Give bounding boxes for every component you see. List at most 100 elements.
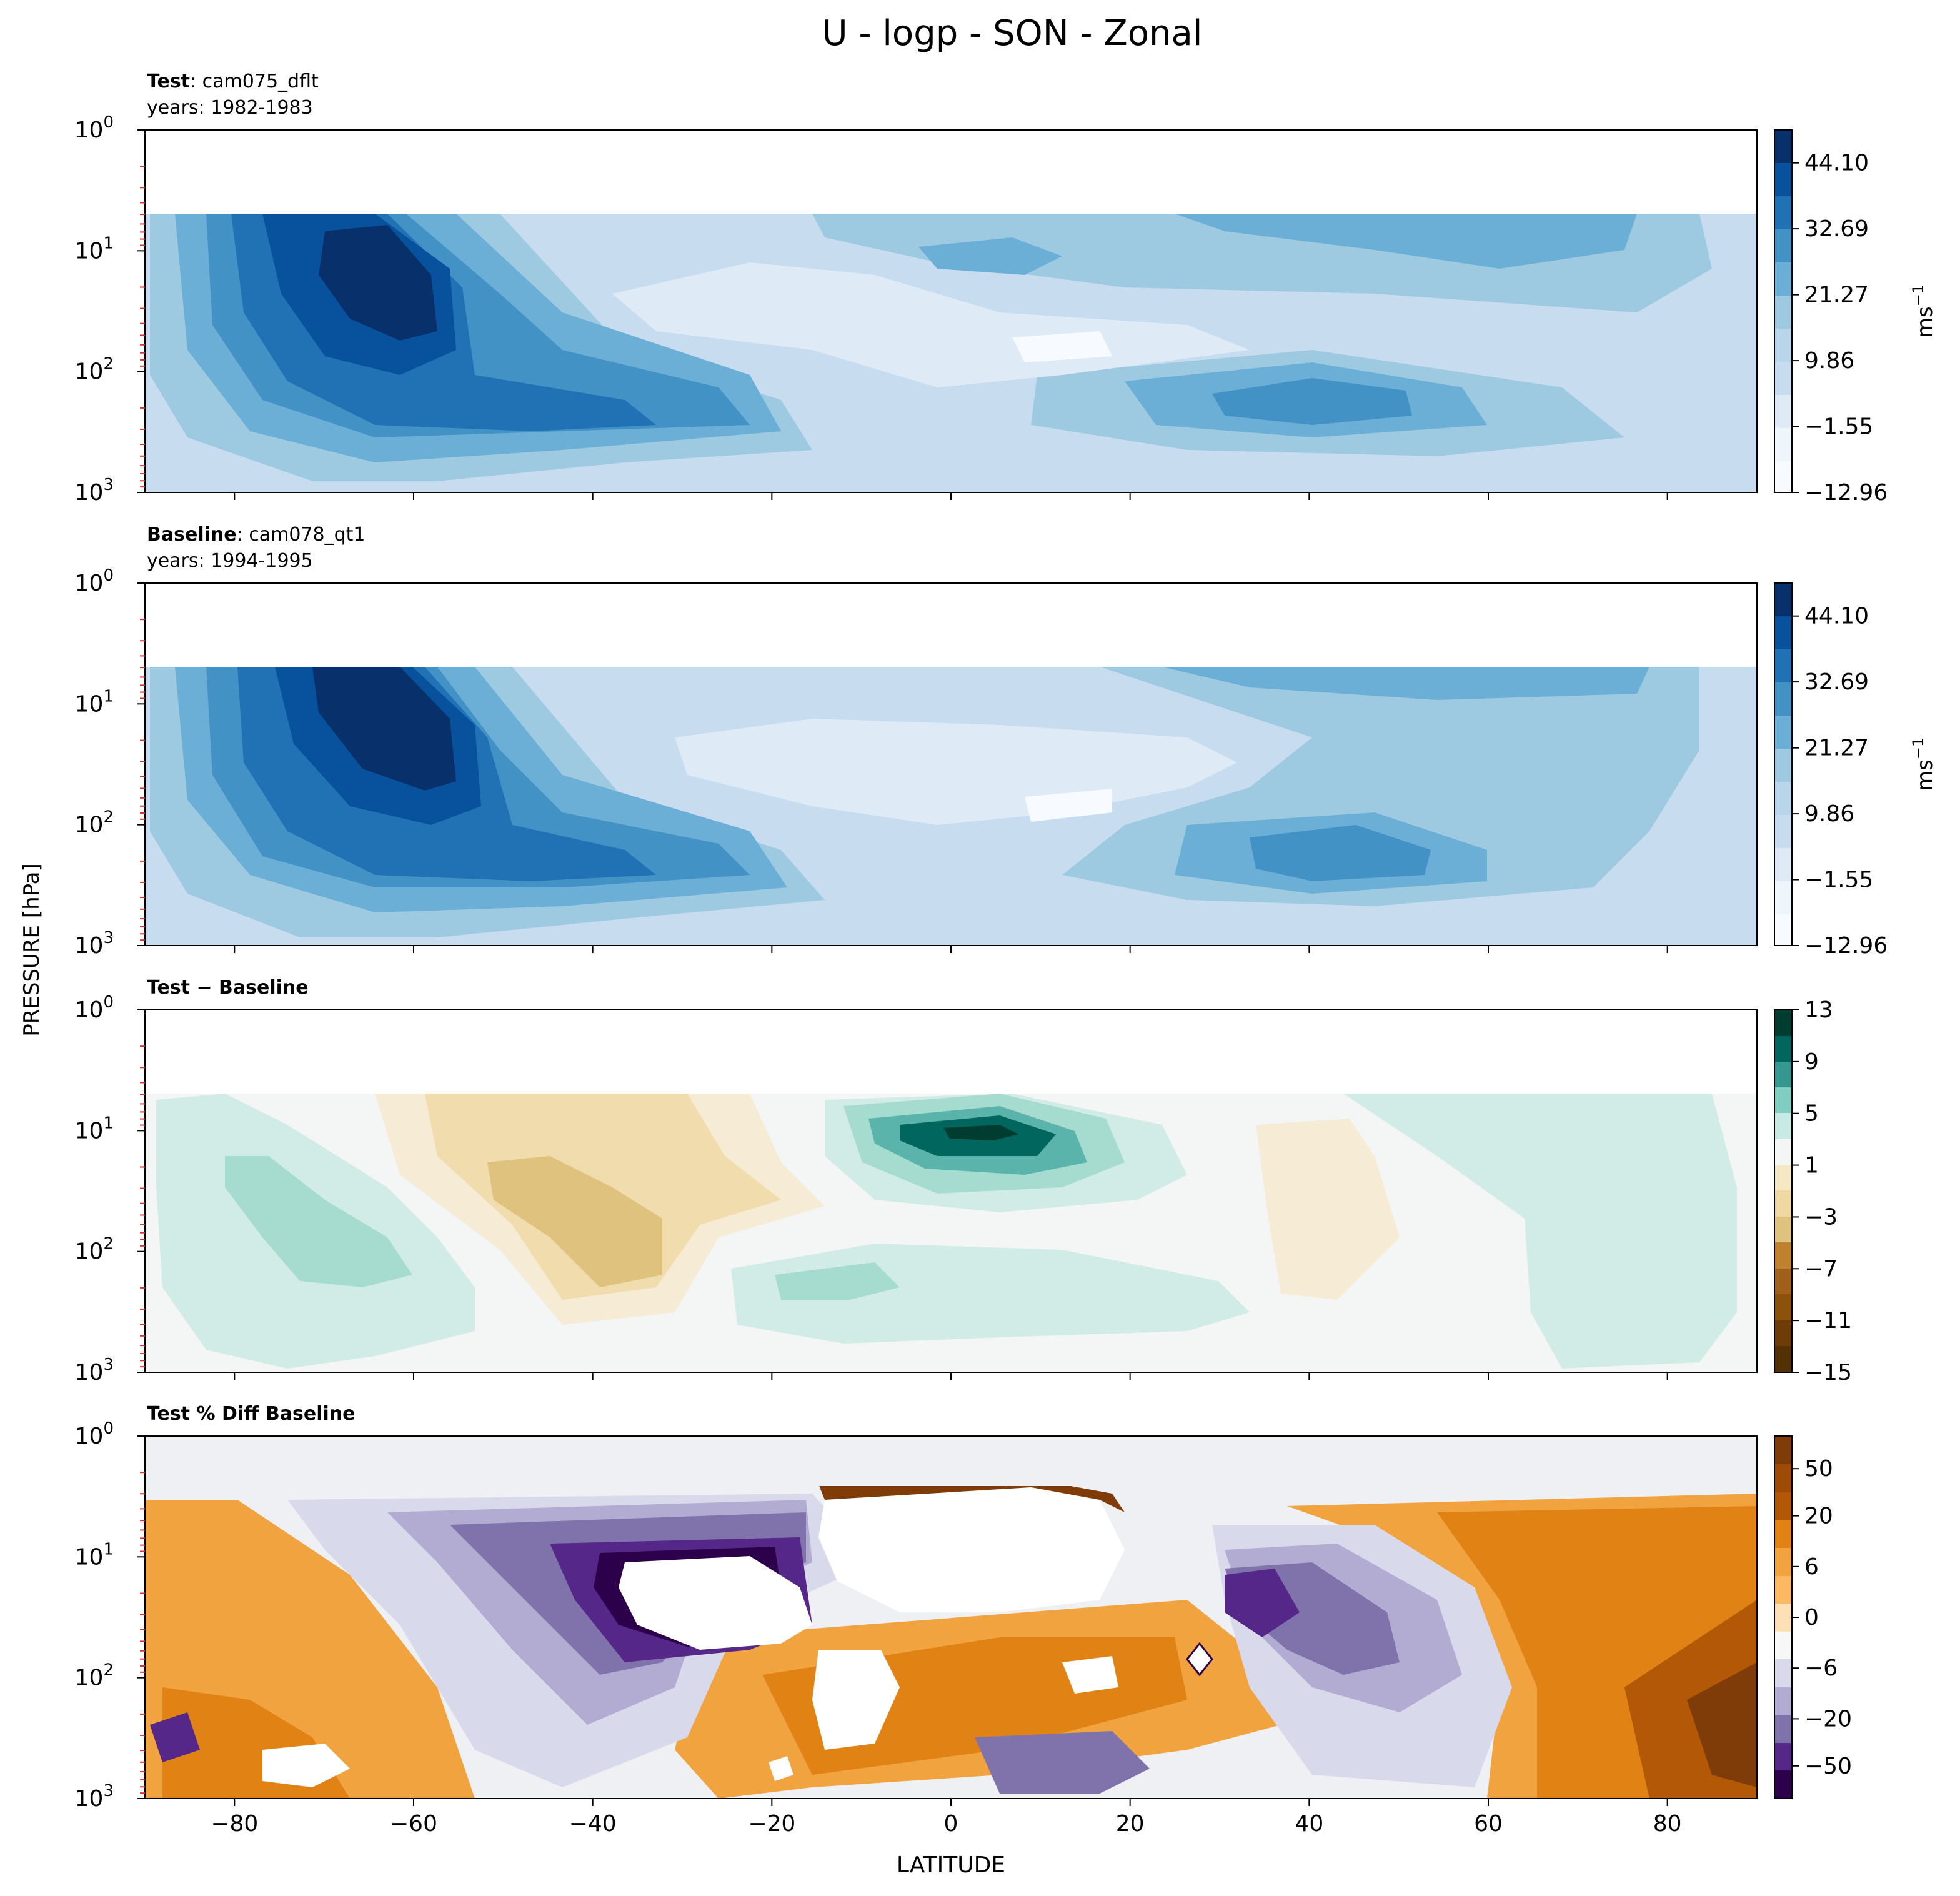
colorbar-tick-label: −11 <box>1804 1308 1852 1334</box>
y-tick-exp: 0 <box>103 113 114 132</box>
y-tick-base: 10 <box>75 1118 104 1144</box>
colorbar-tick-label: 21.27 <box>1804 282 1869 308</box>
y-tick-base: 10 <box>75 238 104 264</box>
units-label-baseline: ms−1 <box>1909 737 1938 791</box>
colorbar-tick-label: −7 <box>1804 1256 1838 1282</box>
x-tick-label: 20 <box>1116 1811 1145 1837</box>
contour-pos-1c <box>1343 1094 1737 1369</box>
colorbar-seg <box>1774 583 1792 616</box>
colorbar-seg <box>1774 1062 1792 1087</box>
panel-test-label-rest: : cam075_dflt <box>190 71 319 92</box>
contour-level-2c <box>1162 667 1649 700</box>
colorbar-tick-label: −50 <box>1804 1754 1852 1779</box>
y-tick-label: 103 <box>75 1355 114 1385</box>
above-model-top-blank <box>145 1436 1757 1486</box>
colorbar-tick-label: 32.69 <box>1804 216 1869 242</box>
y-tick-base: 10 <box>75 1786 104 1812</box>
contour-white-6 <box>769 1756 793 1781</box>
panel-test-years: years: 1982-1983 <box>147 97 313 119</box>
contour-neg-1b <box>1256 1119 1400 1300</box>
contour-edge-1 <box>818 1481 1125 1512</box>
colorbar-diff-frame <box>1774 1009 1793 1373</box>
units-label-test: ms−1 <box>1909 284 1938 338</box>
contour-level-3b <box>1250 825 1431 881</box>
colorbar-seg <box>1774 1715 1792 1743</box>
colorbar-seg <box>1774 1139 1792 1165</box>
colorbar-seg <box>1774 1659 1792 1687</box>
y-tick-label: 100 <box>75 993 114 1023</box>
colorbar-pctdiff <box>1774 1435 1793 1799</box>
contour-neg-4b <box>1225 1569 1300 1637</box>
panel-pctdiff-title: Test % Diff Baseline <box>147 1403 356 1425</box>
y-tick-label: 100 <box>75 1419 114 1449</box>
colorbar-seg <box>1774 1294 1792 1320</box>
y-tick-label: 101 <box>75 687 114 717</box>
y-tick-label: 101 <box>75 234 114 264</box>
panel-diff-title: Test − Baseline <box>147 977 309 999</box>
panel-test-label-bold: Test <box>147 71 190 92</box>
above-model-top-blank <box>145 583 1757 667</box>
above-model-top-blank <box>145 1010 1757 1094</box>
colorbar-seg <box>1774 682 1792 716</box>
contour-white-3 <box>812 1650 900 1750</box>
y-tick-exp: 1 <box>103 234 114 252</box>
colorbar-seg <box>1774 329 1792 362</box>
y-tick-exp: 0 <box>103 993 114 1012</box>
contour-level-2d <box>918 237 1062 275</box>
x-tick-label: −80 <box>211 1811 258 1837</box>
colorbar-seg <box>1774 1632 1792 1659</box>
contour-level-6 <box>319 225 437 341</box>
colorbar-seg <box>1774 1010 1792 1036</box>
axes-layer: 10010110210344.1032.6921.279.86−1.55−12.… <box>75 113 1888 1837</box>
colorbar-tick-label: 9 <box>1804 1049 1819 1075</box>
contour-white-5 <box>262 1744 350 1787</box>
y-tick-exp: 3 <box>103 476 114 494</box>
colorbar-seg <box>1774 1604 1792 1632</box>
y-tick-exp: 3 <box>103 1355 114 1374</box>
contour-pos-2a <box>225 1156 412 1287</box>
colorbar-seg <box>1774 1113 1792 1139</box>
y-tick-base: 10 <box>75 1544 104 1570</box>
colorbar-test-frame <box>1774 129 1793 493</box>
colorbar-tick-label: 9.86 <box>1804 801 1854 827</box>
contour-level-2c <box>1175 214 1637 269</box>
colorbar-tick-label: 21.27 <box>1804 736 1869 761</box>
colorbar-seg <box>1774 616 1792 649</box>
colorbar-seg <box>1774 716 1792 749</box>
x-axis-label: LATITUDE <box>897 1852 1005 1878</box>
colorbar-baseline <box>1774 582 1793 946</box>
colorbar-seg <box>1774 1320 1792 1346</box>
contour-neg-4c <box>150 1712 200 1762</box>
colorbar-seg <box>1774 130 1792 163</box>
x-tick-label: 80 <box>1653 1811 1682 1837</box>
x-tick-label: 0 <box>944 1811 958 1837</box>
y-tick-exp: 0 <box>103 566 114 585</box>
y-tick-label: 100 <box>75 566 114 596</box>
colorbar-tick-label: 32.69 <box>1804 669 1869 695</box>
contour-white-2 <box>818 1487 1125 1612</box>
colorbar-tick-label: 13 <box>1804 997 1833 1023</box>
units-base: ms <box>1913 759 1938 791</box>
contour-pos-5 <box>943 1125 1018 1140</box>
y-tick-base: 10 <box>75 691 104 717</box>
panel-diff-field <box>145 1010 1757 1372</box>
contour-neg-3c <box>975 1731 1150 1794</box>
y-tick-base: 10 <box>75 571 104 596</box>
units-exp: −1 <box>1909 284 1927 306</box>
colorbar-seg <box>1774 1346 1792 1372</box>
colorbar-seg <box>1774 1687 1792 1715</box>
panel-diff: Test − Baseline <box>144 977 1758 1373</box>
colorbar-tick-label: 1 <box>1804 1153 1819 1179</box>
y-tick-label: 103 <box>75 929 114 959</box>
y-tick-base: 10 <box>75 1665 104 1691</box>
y-axis-label: PRESSURE [hPa] <box>19 863 44 1036</box>
colorbar-seg <box>1774 1165 1792 1190</box>
x-tick-label: −40 <box>569 1811 617 1837</box>
colorbar-seg <box>1774 914 1792 946</box>
colorbar-seg <box>1774 163 1792 196</box>
colorbar-seg <box>1774 1036 1792 1062</box>
colorbar-seg <box>1774 649 1792 682</box>
colorbar-seg <box>1774 229 1792 262</box>
colorbar-seg <box>1774 815 1792 848</box>
